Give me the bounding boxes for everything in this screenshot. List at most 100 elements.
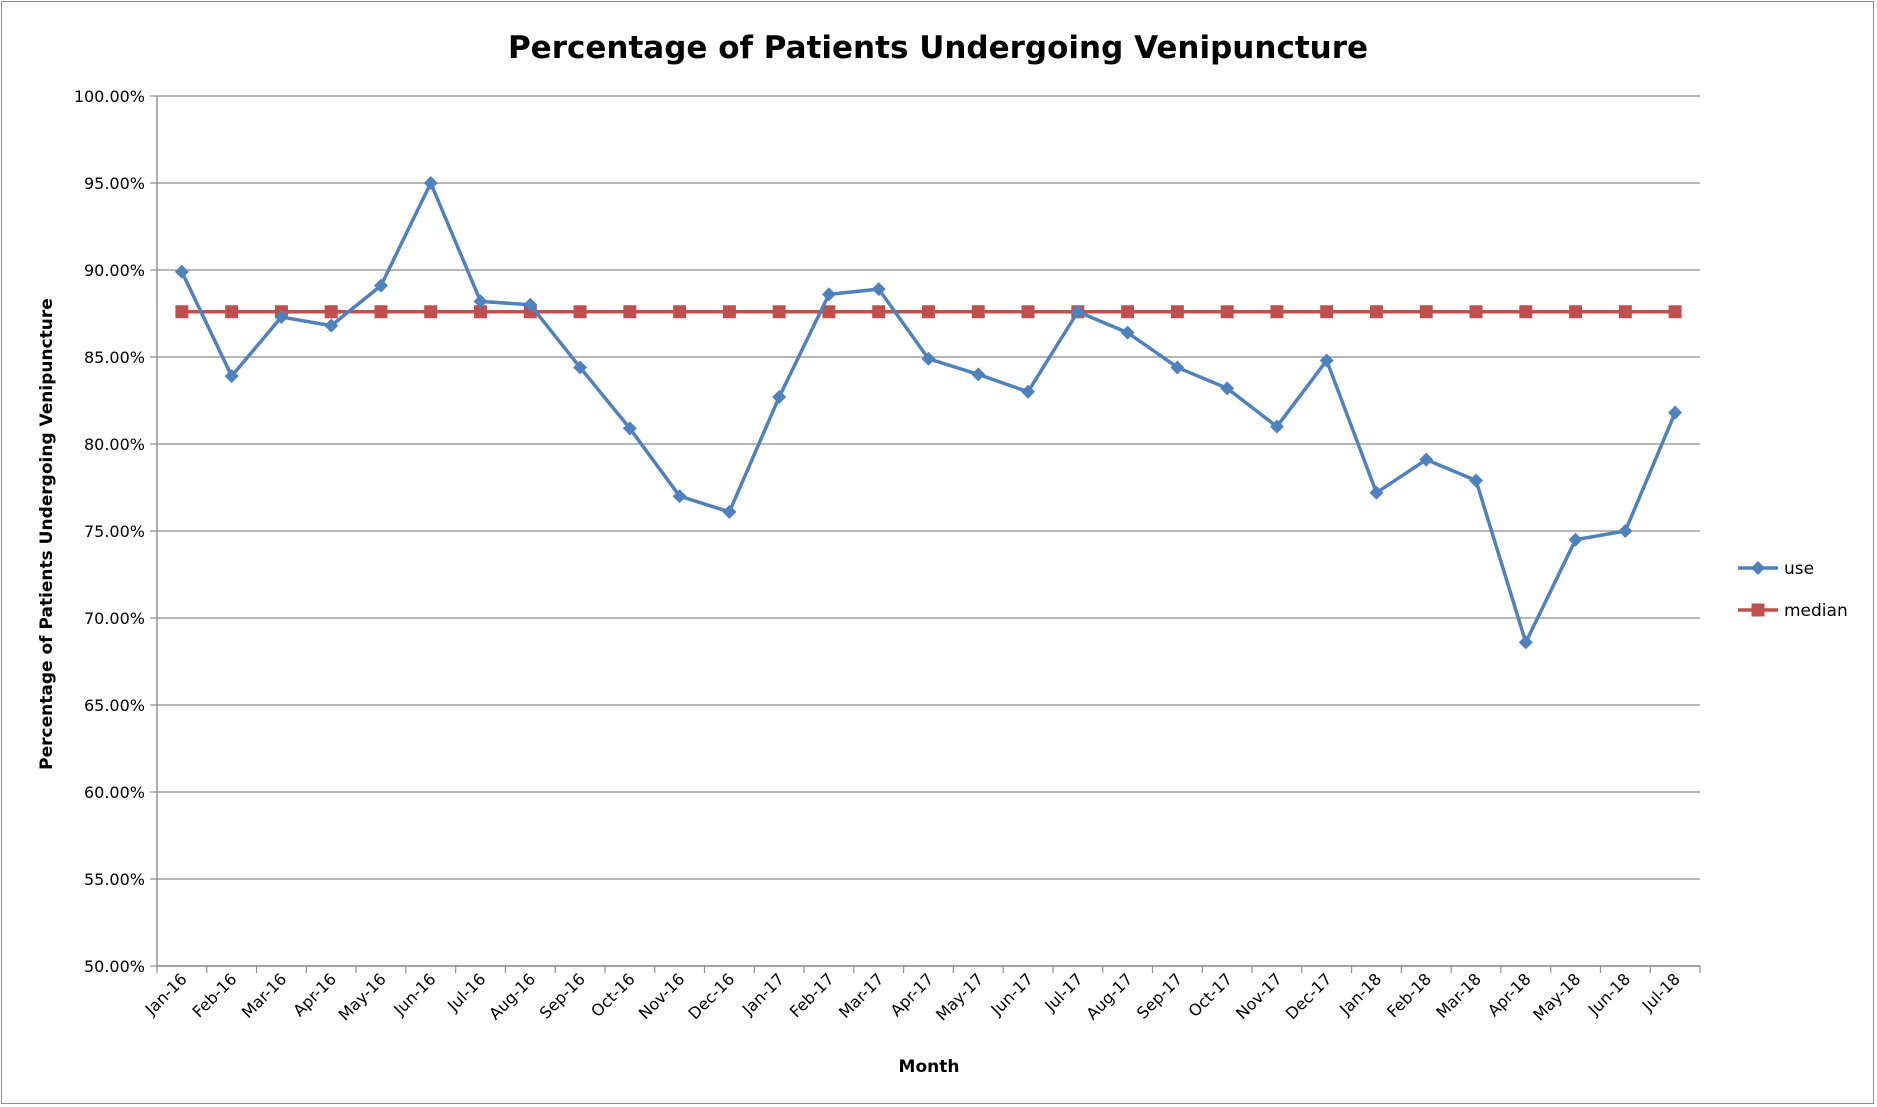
median-point (1270, 305, 1284, 319)
use-point (821, 287, 836, 302)
median-point (822, 305, 836, 319)
median-point (922, 305, 935, 319)
median-point (1369, 305, 1383, 319)
x-tick-label: Jun-18 (1584, 969, 1634, 1019)
x-tick-label: Oct-17 (1184, 969, 1235, 1020)
x-tick-label: Jan-16 (141, 969, 191, 1019)
median-point (971, 305, 985, 319)
use-point (772, 390, 787, 405)
use-point (1120, 325, 1135, 340)
y-axis-title: Percentage of Patients Undergoing Venipu… (37, 298, 57, 770)
use-point (921, 351, 936, 366)
y-tick-label: 55.00% (84, 870, 145, 889)
x-tick-label: Nov-17 (1232, 969, 1286, 1023)
use-point (523, 297, 538, 312)
x-tick-label: Jan-17 (738, 969, 788, 1019)
x-tick-label: Aug-17 (1082, 969, 1136, 1023)
y-tick-label: 90.00% (84, 261, 145, 280)
x-tick-label: Dec-17 (1282, 969, 1336, 1023)
y-tick-label: 80.00% (84, 435, 145, 454)
use-point (373, 278, 388, 293)
use-point (1070, 304, 1085, 319)
use-series (174, 176, 1683, 650)
x-tick-label: Apr-17 (887, 969, 938, 1020)
median-point (424, 305, 438, 319)
median-point (1469, 305, 1483, 319)
y-axis-tick-labels: 50.00% 55.00% 60.00% 65.00% 70.00% 75.00% 80.0… (74, 87, 145, 976)
y-tick-label: 95.00% (84, 174, 145, 193)
y-tick-label: 50.00% (84, 957, 145, 976)
gridlines (150, 95, 1700, 967)
x-tick-label: May-17 (932, 969, 987, 1024)
x-tick-label: Jun-16 (389, 969, 439, 1019)
median-point (1569, 305, 1583, 319)
x-tick-label: Sep-16 (536, 969, 589, 1022)
x-tick-label: Aug-16 (485, 969, 539, 1023)
median-point (324, 305, 338, 319)
x-tick-label: Apr-16 (289, 969, 340, 1020)
legend-label: use (1784, 559, 1814, 579)
median-point (1220, 305, 1234, 319)
x-tick-label: May-18 (1529, 969, 1584, 1024)
x-tick-label: Mar-16 (238, 969, 291, 1022)
x-tick-label: Jan-18 (1335, 969, 1385, 1019)
median-point (1618, 305, 1632, 319)
use-point (1369, 485, 1384, 500)
median-point (1121, 305, 1135, 319)
use-point (1269, 419, 1284, 434)
median-point (573, 305, 587, 319)
median-point (872, 305, 886, 319)
median-point (1419, 305, 1433, 319)
x-tick-label: Dec-16 (684, 969, 738, 1023)
use-point (1319, 353, 1334, 368)
x-tick-label: May-16 (335, 969, 390, 1024)
x-tick-label: Feb-18 (1383, 969, 1435, 1021)
x-tick-label: Nov-16 (635, 969, 689, 1023)
use-point (473, 294, 488, 309)
median-point (772, 305, 786, 319)
x-tick-label: Mar-18 (1432, 969, 1485, 1022)
median-point (175, 305, 189, 319)
y-tick-label: 85.00% (84, 348, 145, 367)
use-point (224, 369, 239, 384)
use-point (722, 504, 737, 519)
use-point (274, 309, 289, 324)
x-tick-label: Mar-17 (835, 969, 888, 1022)
use-point (1170, 360, 1185, 375)
legend-swatch-marker (1751, 603, 1765, 617)
median-point (225, 305, 239, 319)
x-tick-label: Sep-17 (1133, 969, 1186, 1022)
median-point (722, 305, 736, 319)
use-point (1618, 524, 1633, 538)
x-axis-title: Month (899, 1057, 960, 1077)
x-tick-label: Jun-17 (987, 969, 1037, 1019)
use-point (622, 421, 637, 436)
use-point (1518, 635, 1533, 650)
legend: use median (1738, 559, 1848, 621)
y-tick-label: 100.00% (74, 87, 145, 106)
median-point (1668, 305, 1682, 319)
x-tick-label: Jul-18 (1638, 969, 1684, 1015)
legend-item-use: use (1738, 559, 1814, 579)
use-point (423, 176, 438, 190)
use-point (1668, 405, 1683, 420)
chart-title: Percentage of Patients Undergoing Venipu… (508, 30, 1368, 66)
median-series (175, 305, 1682, 319)
median-point (1021, 305, 1035, 319)
median-point (623, 305, 637, 319)
use-point (174, 264, 189, 279)
y-tick-label: 60.00% (84, 783, 145, 802)
median-point (374, 305, 388, 319)
y-tick-label: 75.00% (84, 522, 145, 541)
median-point (1320, 305, 1334, 319)
use-point (1021, 384, 1036, 399)
x-tick-label: Feb-17 (786, 969, 838, 1021)
x-tick-label: Jul-17 (1040, 969, 1086, 1015)
use-point (971, 367, 986, 382)
x-tick-label: Feb-16 (189, 969, 241, 1021)
legend-item-median: median (1738, 601, 1848, 621)
use-point (1220, 381, 1235, 396)
